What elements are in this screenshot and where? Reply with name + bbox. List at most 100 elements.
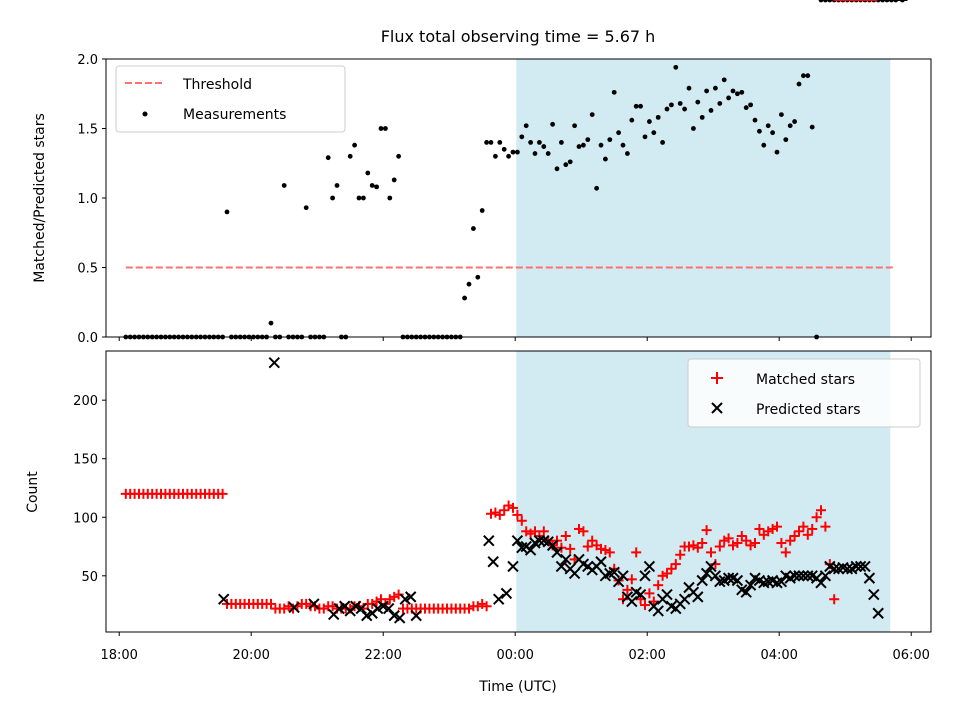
matched-star-point (816, 505, 826, 516)
measurement-point (541, 144, 547, 149)
predicted-star-point (612, 575, 625, 588)
matched-star-point (499, 505, 510, 516)
matched-star-point (802, 529, 813, 540)
x-tick-label: 20:00 (232, 648, 269, 663)
measurement-point (585, 137, 591, 143)
measurement-point (537, 140, 542, 145)
measurement-point (616, 130, 621, 136)
matched-star-point (516, 515, 527, 526)
predicted-star-point (793, 570, 805, 582)
predicted-star-point (841, 563, 854, 575)
predicted-star-point (722, 572, 735, 584)
measurement-point (761, 142, 767, 148)
measurement-point (484, 140, 489, 145)
predicted-star-point (788, 570, 801, 582)
predicted-star-point (815, 577, 827, 589)
legend-bottom: Matched stars Predicted stars (687, 358, 921, 428)
y-axis-label-count: Count (25, 471, 41, 513)
matched-star-point (494, 509, 505, 520)
measurement-point (594, 185, 599, 191)
predicted-star-point (696, 574, 708, 587)
matched-star-point (780, 547, 791, 558)
matched-star-point (481, 601, 492, 612)
y-tick-label: 0.0 (77, 331, 98, 346)
measurement-point (493, 153, 498, 159)
matched-star-point (582, 541, 593, 552)
predicted-star-point (217, 593, 230, 605)
measurement-point (739, 89, 745, 95)
matched-star-point (587, 535, 598, 546)
predicted-star-point (775, 575, 788, 588)
predicted-star-point (731, 574, 744, 587)
y-axis-label-ratio: Matched/Predicted stars (32, 113, 48, 283)
predicted-star-point (511, 534, 524, 547)
measurement-point (466, 281, 472, 287)
measurement-point (801, 73, 806, 79)
measurement-point (523, 123, 529, 129)
measurement-point (361, 195, 366, 201)
matched-star-point (560, 530, 571, 541)
matched-star-point (538, 526, 549, 537)
measurement-point (325, 155, 331, 161)
predicted-star-point (868, 588, 880, 601)
chart-title: Flux total observing time = 5.67 h (381, 27, 656, 46)
measurement-point (770, 130, 775, 136)
matched-star-point (750, 538, 760, 549)
measurement-point (796, 81, 802, 87)
measurement-point (638, 103, 643, 109)
predicted-star-point (626, 595, 638, 608)
legend-predicted-swatch (711, 402, 723, 414)
measurement-point (550, 121, 555, 127)
matched-star-point (736, 530, 747, 541)
measurement-point (224, 209, 230, 215)
predicted-star-point (700, 567, 713, 580)
measurement-point (334, 183, 340, 188)
measurement-point (660, 140, 665, 145)
measurement-point (581, 142, 586, 148)
predicted-star-point (608, 566, 620, 578)
predicted-star-point (507, 560, 519, 573)
predicted-star-point (709, 570, 722, 582)
measurement-point (462, 295, 467, 301)
matched-star-point (723, 533, 734, 544)
measurement-point (303, 205, 309, 211)
matched-star-point (697, 538, 708, 549)
observing-span-top (516, 59, 891, 337)
measurement-point (827, 0, 833, 3)
measurement-point (642, 134, 648, 140)
x-ticks-top (118, 337, 912, 341)
measurement-point (730, 88, 736, 94)
measurement-point (779, 112, 784, 117)
predicted-star-point (524, 544, 537, 556)
matched-star-point (653, 580, 664, 591)
measurement-point (475, 274, 481, 280)
measurement-point (677, 101, 683, 106)
measurement-point (726, 95, 731, 101)
measurement-point (809, 124, 815, 130)
predicted-star-point (560, 553, 572, 566)
measurement-point (378, 126, 384, 131)
measurement-point (281, 183, 287, 188)
x-tick-label: 00:00 (496, 648, 533, 663)
predicted-star-point (268, 357, 281, 369)
predicted-star-point (546, 539, 559, 552)
x-tick-label: 04:00 (760, 648, 797, 663)
legend-matched-label: Matched stars (756, 372, 855, 388)
matched-star-point (714, 541, 725, 552)
matched-star-point (640, 600, 650, 611)
matched-star-point (675, 549, 686, 560)
measurement-point (765, 123, 771, 129)
predicted-star-point (850, 560, 862, 573)
x-tick-label: 02:00 (628, 648, 665, 663)
predicted-star-point (487, 556, 499, 568)
matched-star-point (798, 521, 809, 532)
measurement-point (554, 166, 560, 172)
matched-star-point (512, 509, 523, 520)
predicted-star-point (617, 570, 629, 582)
predicted-star-point (568, 567, 581, 580)
measurement-point (479, 208, 485, 213)
measurement-point (625, 151, 630, 156)
measurement-point (629, 117, 635, 123)
y-tick-label: 0.5 (77, 262, 98, 277)
matched-star-point (820, 521, 831, 532)
